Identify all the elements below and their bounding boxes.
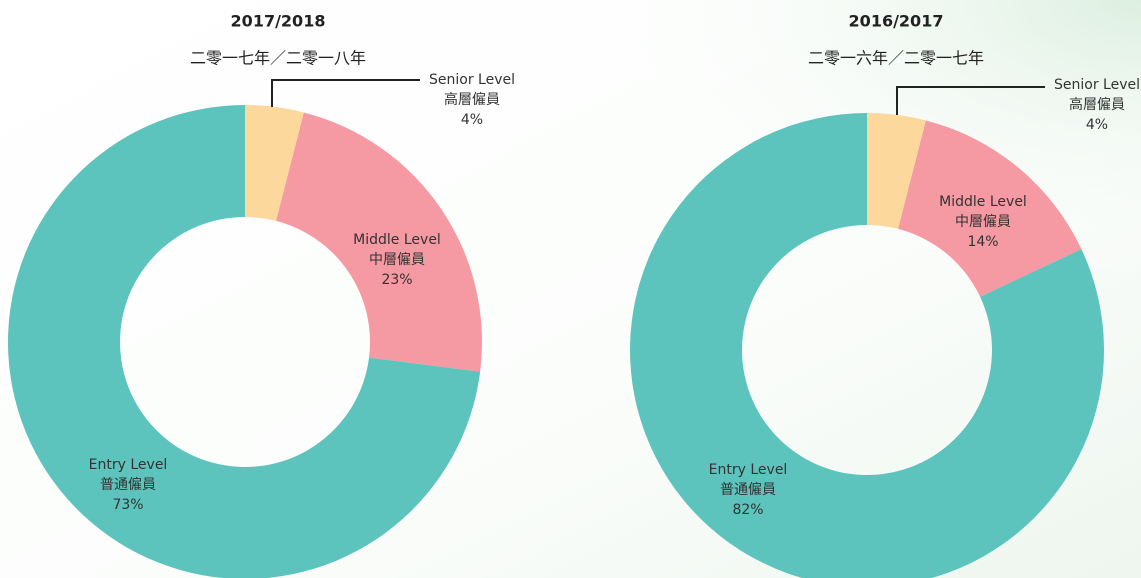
slice-label-zh: 高層僱員	[444, 91, 500, 108]
chart-title: 2016/2017	[849, 12, 944, 31]
slice-label-zh: 中層僱員	[955, 214, 1011, 230]
chart-subtitle: 二零一七年／二零一八年	[190, 49, 366, 68]
slice-label-zh: 普通僱員	[100, 477, 156, 493]
chart-subtitle: 二零一六年／二零一七年	[808, 49, 984, 68]
donut-slice	[867, 113, 926, 229]
value-label: 73%	[112, 497, 143, 513]
leader-line	[896, 86, 1045, 115]
slice-label: Entry Level	[709, 462, 788, 478]
value-label: 14%	[967, 234, 998, 250]
slice-label: Entry Level	[89, 457, 168, 473]
donut-slice	[898, 120, 1082, 297]
slice-label: Middle Level	[939, 194, 1027, 210]
donut-slice	[630, 113, 1104, 578]
donut-slice	[276, 112, 483, 372]
slice-label: Middle Level	[353, 232, 441, 248]
slice-label-zh: 中層僱員	[369, 252, 425, 268]
donut-slice	[8, 105, 481, 578]
slice-label: Senior Level	[429, 72, 515, 88]
value-label: 4%	[461, 112, 483, 128]
value-label: 23%	[381, 272, 412, 288]
chart-title: 2017/2018	[231, 12, 326, 31]
slice-label-zh: 普通僱員	[720, 482, 776, 498]
value-label: 82%	[732, 502, 763, 518]
slice-label-zh: 高層僱員	[1069, 96, 1125, 113]
value-label: 4%	[1086, 117, 1108, 133]
leader-line	[271, 79, 420, 107]
donut-slice	[245, 105, 304, 221]
slice-label: Senior Level	[1054, 77, 1140, 93]
